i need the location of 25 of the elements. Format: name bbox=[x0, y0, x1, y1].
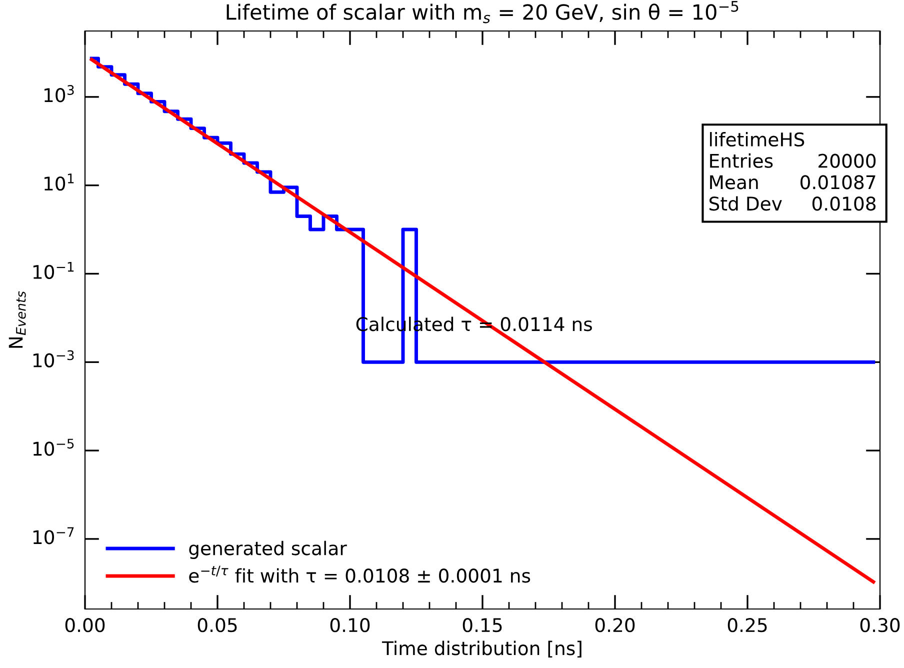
x-tick-label: 0.25 bbox=[728, 618, 767, 632]
x-tick-label: 0.15 bbox=[462, 618, 502, 632]
annotation: 20000 bbox=[818, 154, 876, 168]
annotation: lifetimeHS bbox=[710, 132, 804, 147]
chart-title: Lifetime of scalar with m$_{s}$ = 20 GeV, sin θ = 10$^{−5}$ bbox=[226, 0, 738, 24]
y-tick-label: 10$^{−1}$ bbox=[33, 262, 74, 280]
x-tick-label: 0.05 bbox=[198, 618, 237, 632]
y-tick-label: 10$^{−5}$ bbox=[33, 438, 74, 456]
y-tick-label: 10$^{1}$ bbox=[44, 174, 74, 191]
annotation: Std Dev bbox=[710, 196, 782, 211]
annotation: Mean bbox=[710, 175, 758, 190]
x-tick-label: 0.00 bbox=[65, 618, 105, 632]
x-tick-label: 0.20 bbox=[595, 618, 635, 632]
x-axis-title: Time distribution [ns] bbox=[382, 640, 582, 658]
annotation: 0.0108 bbox=[812, 196, 876, 211]
y-tick-label: 10$^{−3}$ bbox=[33, 350, 74, 368]
y-axis-title: N$_{Events}$ bbox=[8, 291, 26, 348]
annotation: Entries bbox=[710, 153, 773, 168]
legend-label: e$^{−t/τ}$ fit with τ = 0.0108 ± 0.0001 ns bbox=[189, 566, 530, 583]
x-tick-label: 0.10 bbox=[330, 618, 370, 632]
y-tick-label: 10$^{3}$ bbox=[44, 85, 74, 102]
annotation: 0.01087 bbox=[800, 175, 876, 190]
legend-label: generated scalar bbox=[189, 540, 347, 559]
x-tick-label: 0.30 bbox=[860, 618, 900, 632]
y-tick-label: 10$^{−7}$ bbox=[33, 527, 74, 544]
